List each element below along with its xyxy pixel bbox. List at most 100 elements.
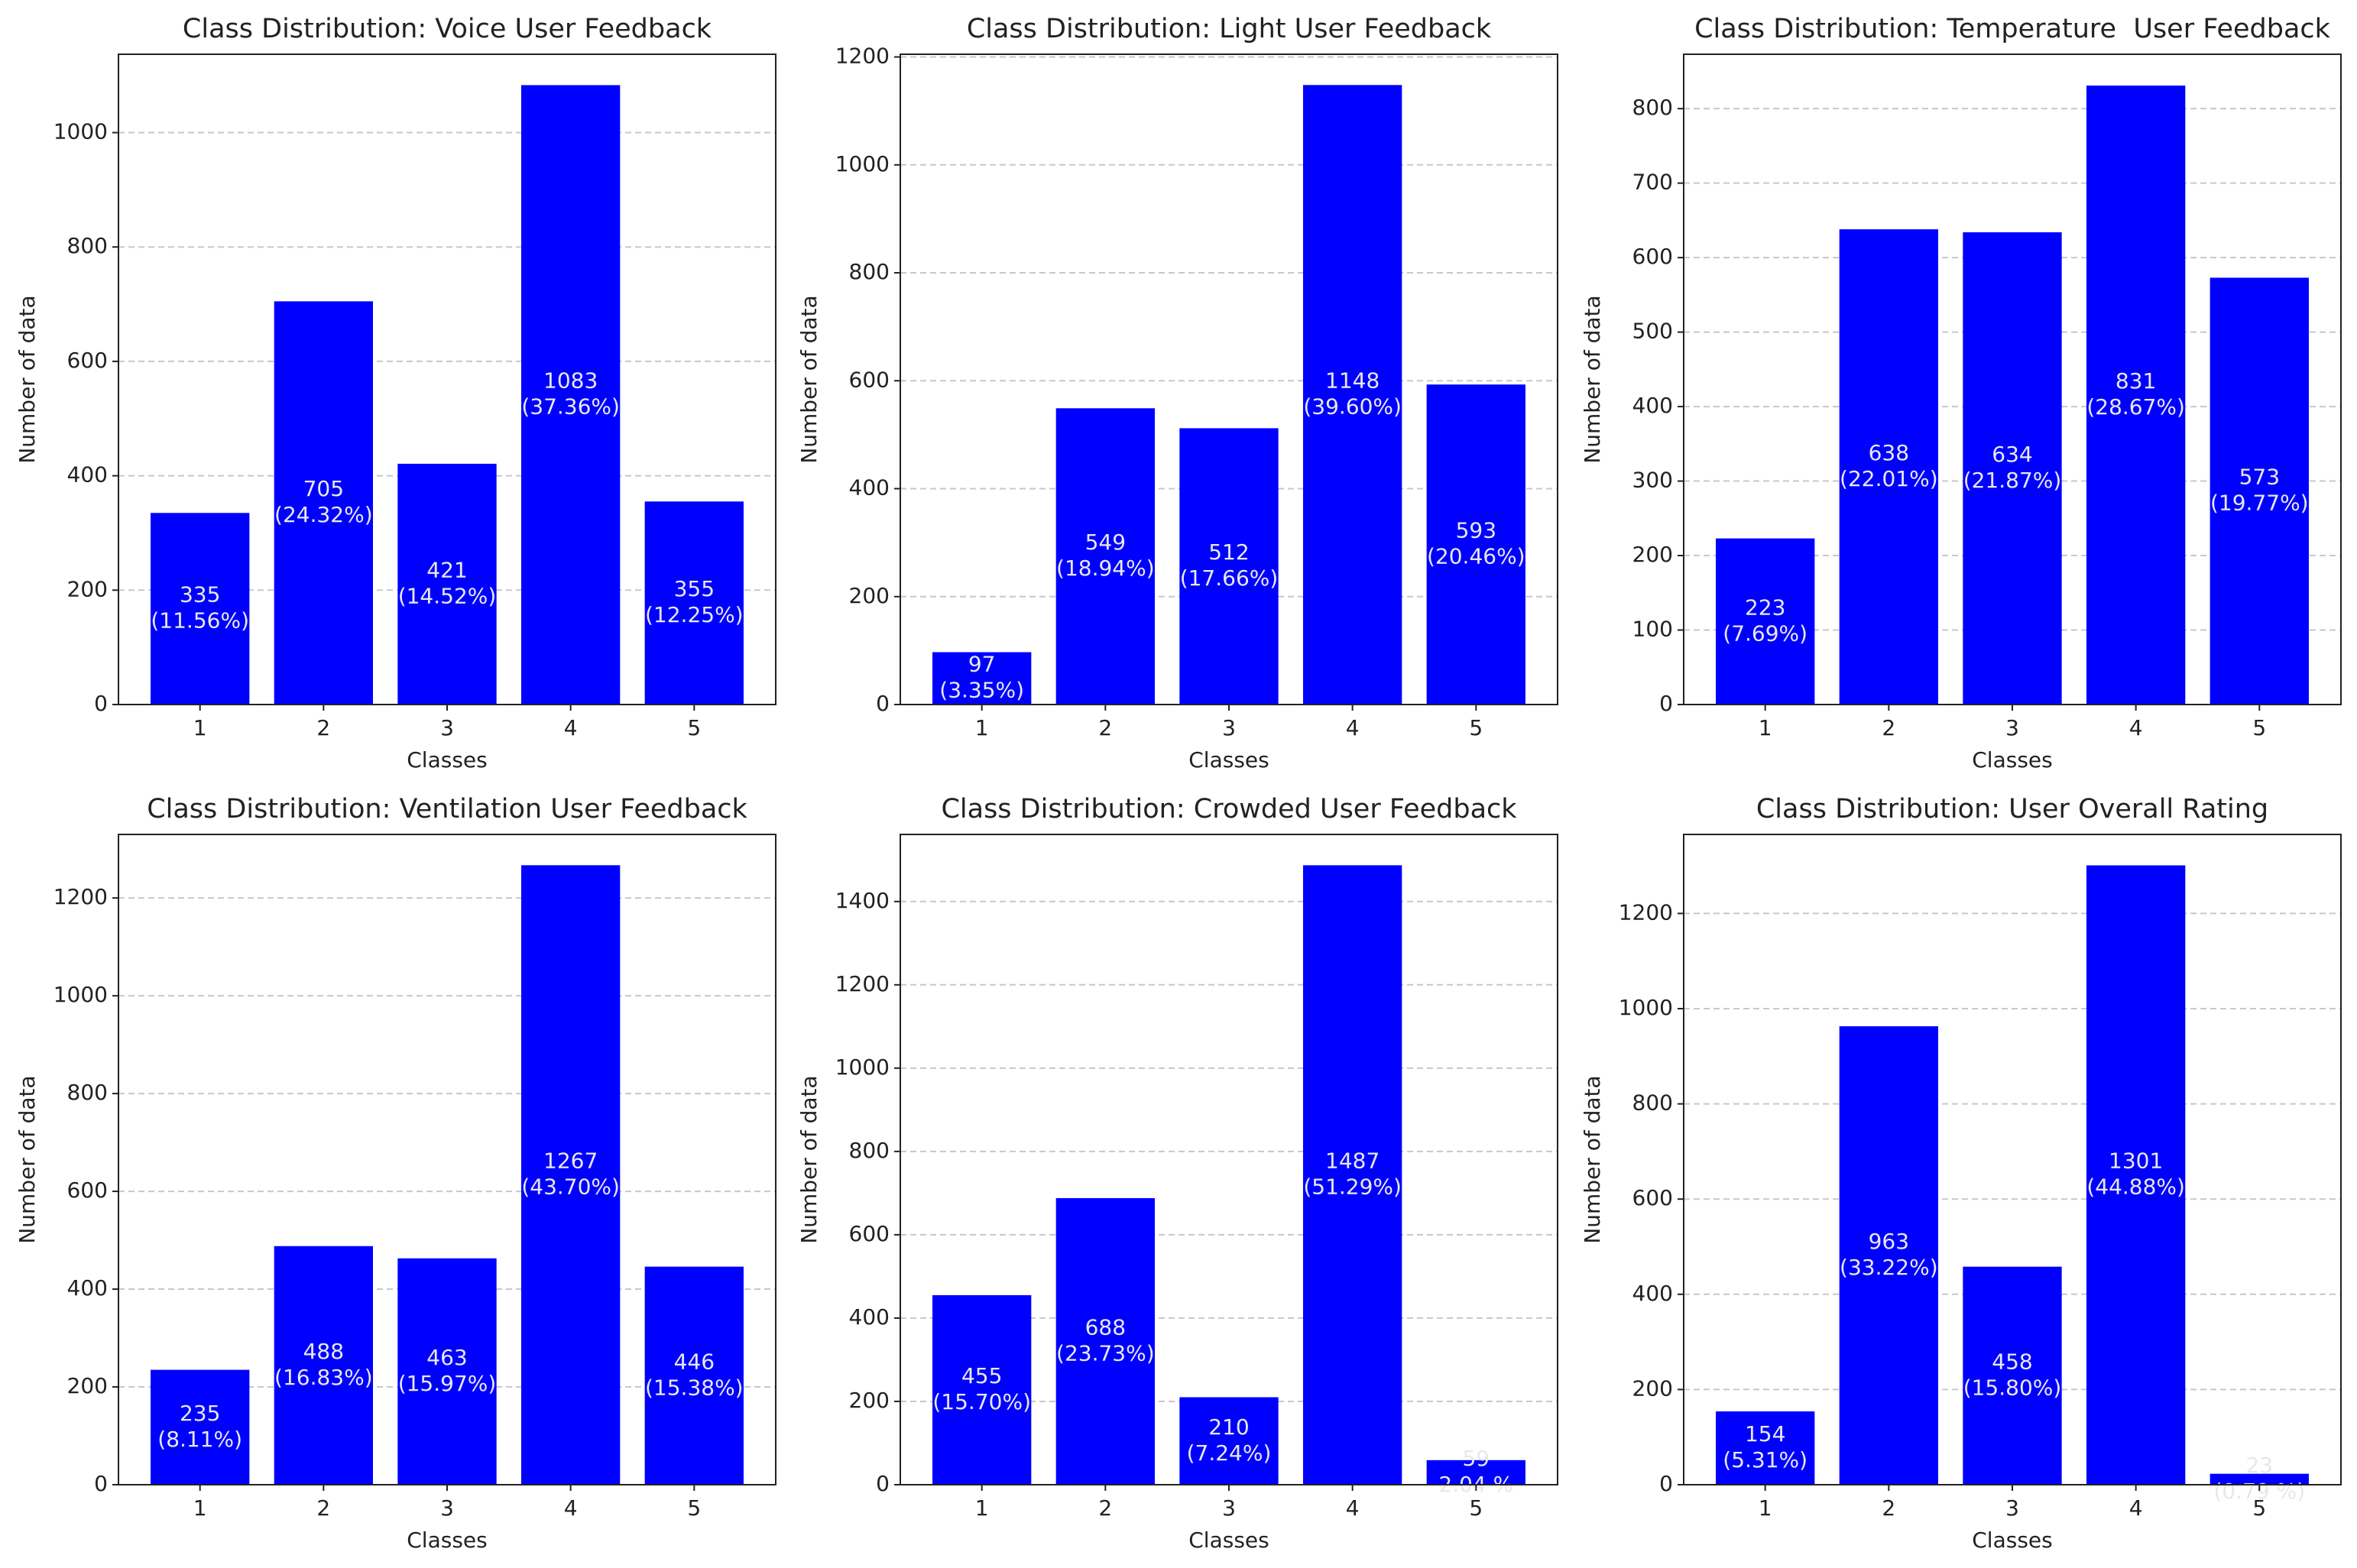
y-tick-label: 1200	[1619, 899, 1673, 925]
y-tick-label: 0	[876, 691, 890, 716]
x-tick-label: 3	[440, 1495, 454, 1521]
y-tick-label: 1000	[1619, 995, 1673, 1020]
y-tick-label: 200	[849, 583, 890, 608]
chart-title: Class Distribution: Crowded User Feedbac…	[941, 794, 1517, 824]
percent-label: (16.83%)	[274, 1365, 373, 1390]
x-tick-label: 2	[1882, 715, 1895, 740]
bar	[644, 1266, 744, 1485]
value-label: 512	[1208, 539, 1249, 565]
bar	[520, 865, 621, 1485]
percent-label: (3.35%)	[939, 678, 1024, 703]
y-tick-label: 400	[849, 475, 890, 501]
bar	[1839, 229, 1939, 705]
x-tick-label: 4	[2129, 715, 2143, 740]
y-tick-label: 1000	[835, 1055, 890, 1080]
x-tick-label: 5	[2252, 715, 2266, 740]
axes-frame	[1683, 834, 2342, 1485]
x-tick-label: 1	[1759, 1495, 1772, 1521]
y-tick-label: 600	[1632, 244, 1673, 269]
bar	[151, 1369, 250, 1485]
y-tick-label: 0	[1659, 1471, 1673, 1496]
value-label: 421	[426, 557, 467, 582]
bar	[274, 1246, 374, 1485]
value-label: 446	[674, 1349, 715, 1374]
percent-label: (33.22%)	[1840, 1255, 1938, 1280]
bar	[1055, 1197, 1156, 1485]
bar	[1426, 384, 1525, 705]
percent-label: (23.73%)	[1056, 1340, 1155, 1366]
chart-panel: 0 200 400 600 800 1000 1200 97(3.35%) 1 549(18.94…	[796, 14, 1558, 773]
percent-label: (0.79 %)	[2213, 1479, 2305, 1504]
value-label: 831	[2115, 368, 2156, 394]
value-label: 638	[1869, 440, 1909, 465]
y-tick-label: 800	[1632, 95, 1673, 120]
axes-frame	[1683, 53, 2342, 705]
value-label: 223	[1745, 594, 1785, 620]
bar	[644, 501, 744, 705]
x-tick-label: 3	[2005, 715, 2019, 740]
chart-panel: 0 200 400 600 800 1000 1200 1400 455(15.70%) 1 688…	[796, 794, 1558, 1553]
x-tick-label: 4	[1346, 1495, 1360, 1521]
value-label: 1148	[1325, 368, 1380, 394]
y-tick-label: 1200	[835, 44, 890, 69]
y-tick-label: 300	[1632, 468, 1673, 493]
bar	[1839, 1026, 1939, 1485]
percent-label: (7.24%)	[1187, 1440, 1272, 1466]
x-tick-label: 4	[564, 1495, 578, 1521]
y-tick-label: 1000	[835, 151, 890, 177]
value-label: 463	[426, 1345, 467, 1370]
y-tick-label: 200	[1632, 1375, 1673, 1401]
percent-label: (21.87%)	[1963, 468, 2062, 493]
percent-label: (20.46%)	[1427, 544, 1525, 569]
value-label: 963	[1869, 1229, 1909, 1254]
x-tick-label: 4	[564, 715, 578, 740]
chart-title: Class Distribution: Light User Feedback	[967, 14, 1492, 44]
bar	[2209, 1473, 2309, 1485]
axes-frame	[118, 834, 776, 1485]
value-label: 705	[303, 476, 344, 501]
value-label: 458	[1992, 1349, 2032, 1374]
y-tick-label: 600	[849, 1221, 890, 1246]
y-axis-label: Number of data	[15, 1075, 40, 1243]
y-tick-label: 1200	[53, 884, 108, 909]
y-tick-label: 0	[1659, 691, 1673, 716]
x-tick-label: 1	[975, 715, 989, 740]
bar	[1963, 232, 2062, 705]
percent-label: (8.11%)	[157, 1427, 242, 1452]
value-label: 488	[303, 1339, 344, 1364]
y-axis-label: Number of data	[796, 295, 822, 463]
value-label: 634	[1992, 442, 2032, 467]
bar	[1963, 1266, 2062, 1485]
x-tick-label: 1	[193, 1495, 207, 1521]
chart-panel: 0100200300400500600700800223(7.69%)1638(…	[1580, 14, 2342, 773]
bar	[1426, 1459, 1525, 1485]
value-label: 335	[180, 582, 220, 607]
chart-panel: 020040060080010001200235(8.11%)1488(16.8…	[15, 794, 776, 1553]
y-tick-label: 200	[1632, 542, 1673, 567]
x-tick-label: 5	[687, 715, 701, 740]
percent-label: (15.38%)	[645, 1375, 744, 1400]
bar	[1716, 1411, 1815, 1485]
percent-label: (22.01%)	[1840, 466, 1938, 491]
y-tick-label: 1200	[835, 971, 890, 996]
value-label: 573	[2239, 465, 2280, 490]
chart-title: Class Distribution: Ventilation User Fee…	[147, 794, 747, 824]
chart-title: Class Distribution: User Overall Rating	[1756, 794, 2268, 824]
x-tick-label: 5	[687, 1495, 701, 1521]
y-axis-label: Number of data	[1580, 1075, 1605, 1243]
x-tick-label: 5	[1469, 1495, 1483, 1521]
y-tick-label: 0	[94, 1471, 108, 1496]
y-tick-label: 200	[67, 576, 108, 601]
x-tick-label: 2	[1098, 1495, 1112, 1521]
bar	[2209, 277, 2309, 705]
percent-label: (19.77%)	[2210, 491, 2309, 516]
percent-label: (5.31%)	[1723, 1447, 1807, 1472]
bar	[2086, 85, 2186, 705]
y-tick-label: 800	[849, 1138, 890, 1163]
y-tick-label: 800	[67, 1080, 108, 1105]
y-tick-label: 800	[849, 259, 890, 284]
percent-label: (15.97%)	[398, 1371, 497, 1396]
value-label: 235	[180, 1401, 220, 1426]
bar	[1302, 85, 1402, 705]
